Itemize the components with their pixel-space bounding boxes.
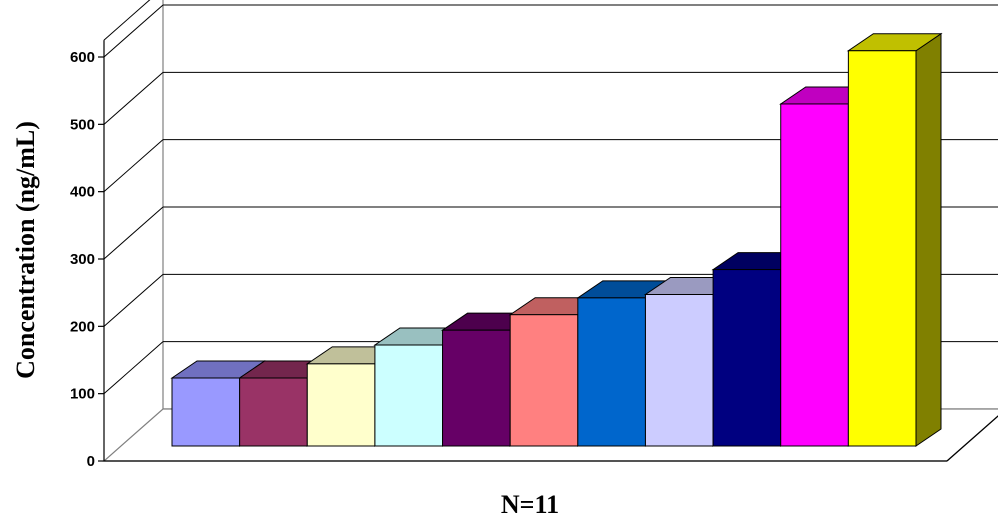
gridline-side bbox=[103, 341, 164, 395]
y-tick-label: 100 bbox=[70, 386, 95, 403]
y-tick-label: 300 bbox=[70, 251, 95, 268]
gridline-side bbox=[103, 206, 164, 260]
bar-front bbox=[644, 294, 714, 447]
bar-front bbox=[442, 329, 511, 447]
y-tick-label: 0 bbox=[87, 453, 95, 470]
gridline-side bbox=[103, 4, 164, 58]
bar-front bbox=[171, 377, 241, 447]
bars bbox=[170, 32, 943, 447]
x-axis-title: N=11 bbox=[501, 490, 559, 519]
bar-front bbox=[374, 344, 444, 447]
bar-front bbox=[239, 377, 308, 447]
bar-front bbox=[847, 50, 917, 447]
y-tick-labels: 0 100 200 300 400 500 600 bbox=[70, 49, 95, 470]
y-axis-title: Concentration (ng/mL) bbox=[11, 121, 40, 379]
bar-side bbox=[915, 32, 942, 447]
bar-front bbox=[306, 363, 376, 447]
bar-front bbox=[577, 297, 646, 447]
axes bbox=[98, 0, 998, 462]
gridline-side bbox=[103, 71, 164, 125]
y-tick-label: 500 bbox=[70, 116, 95, 133]
bar-front bbox=[712, 269, 782, 447]
floor-right-edge bbox=[946, 415, 998, 462]
y-tick-label: 600 bbox=[70, 49, 95, 66]
y-tick-label: 400 bbox=[70, 184, 95, 201]
bar bbox=[846, 32, 943, 447]
y-tick-label: 200 bbox=[70, 318, 95, 335]
bar-front bbox=[780, 103, 849, 447]
gridline-side bbox=[103, 273, 164, 327]
side-wall-top bbox=[103, 0, 151, 41]
bar-front bbox=[509, 314, 579, 447]
gridline-side bbox=[103, 139, 164, 193]
